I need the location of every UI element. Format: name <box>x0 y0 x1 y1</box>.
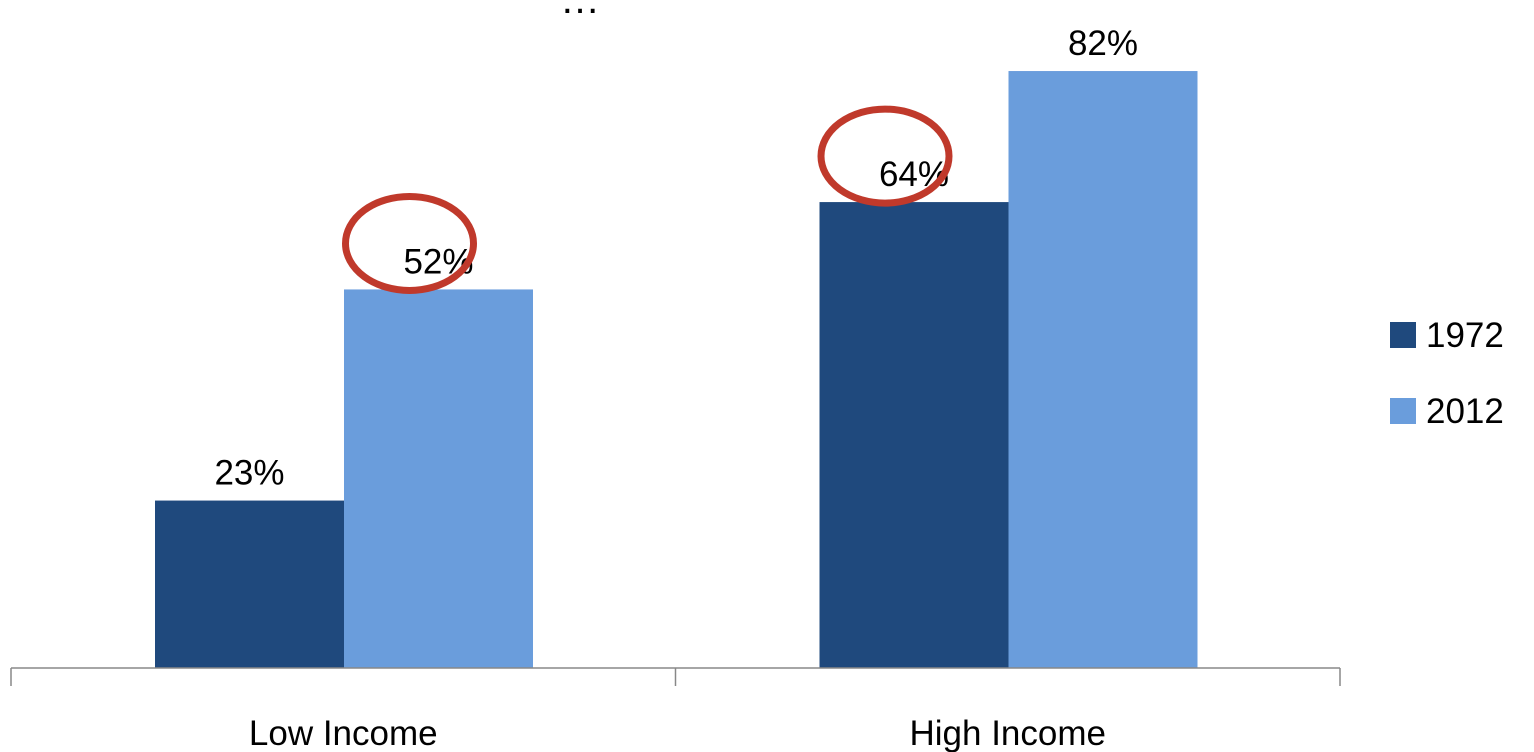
legend-swatch <box>1390 398 1416 424</box>
data-label: 52% <box>403 242 473 281</box>
chart-title-fragment: … <box>0 0 1534 20</box>
legend-label: 2012 <box>1426 392 1504 431</box>
highlight-circle <box>342 192 477 294</box>
plot-area: 23% 52% 64% 82% <box>155 24 1198 669</box>
legend-swatch <box>1390 322 1416 348</box>
data-label: 23% <box>214 454 284 493</box>
bar-1972-high-income <box>819 202 1009 668</box>
legend: 1972 2012 <box>1390 316 1504 431</box>
category-label: Low Income <box>249 714 438 752</box>
bar-2012-high-income <box>1008 71 1198 669</box>
data-label: 64% <box>879 155 949 194</box>
x-axis: Low Income High Income <box>10 667 1341 752</box>
highlight-circle <box>817 105 953 207</box>
legend-label: 1972 <box>1426 316 1504 355</box>
data-label: 82% <box>1068 24 1138 63</box>
category-label: High Income <box>910 714 1106 752</box>
bar-2012-low-income <box>344 289 533 668</box>
bar-1972-low-income <box>155 500 344 668</box>
